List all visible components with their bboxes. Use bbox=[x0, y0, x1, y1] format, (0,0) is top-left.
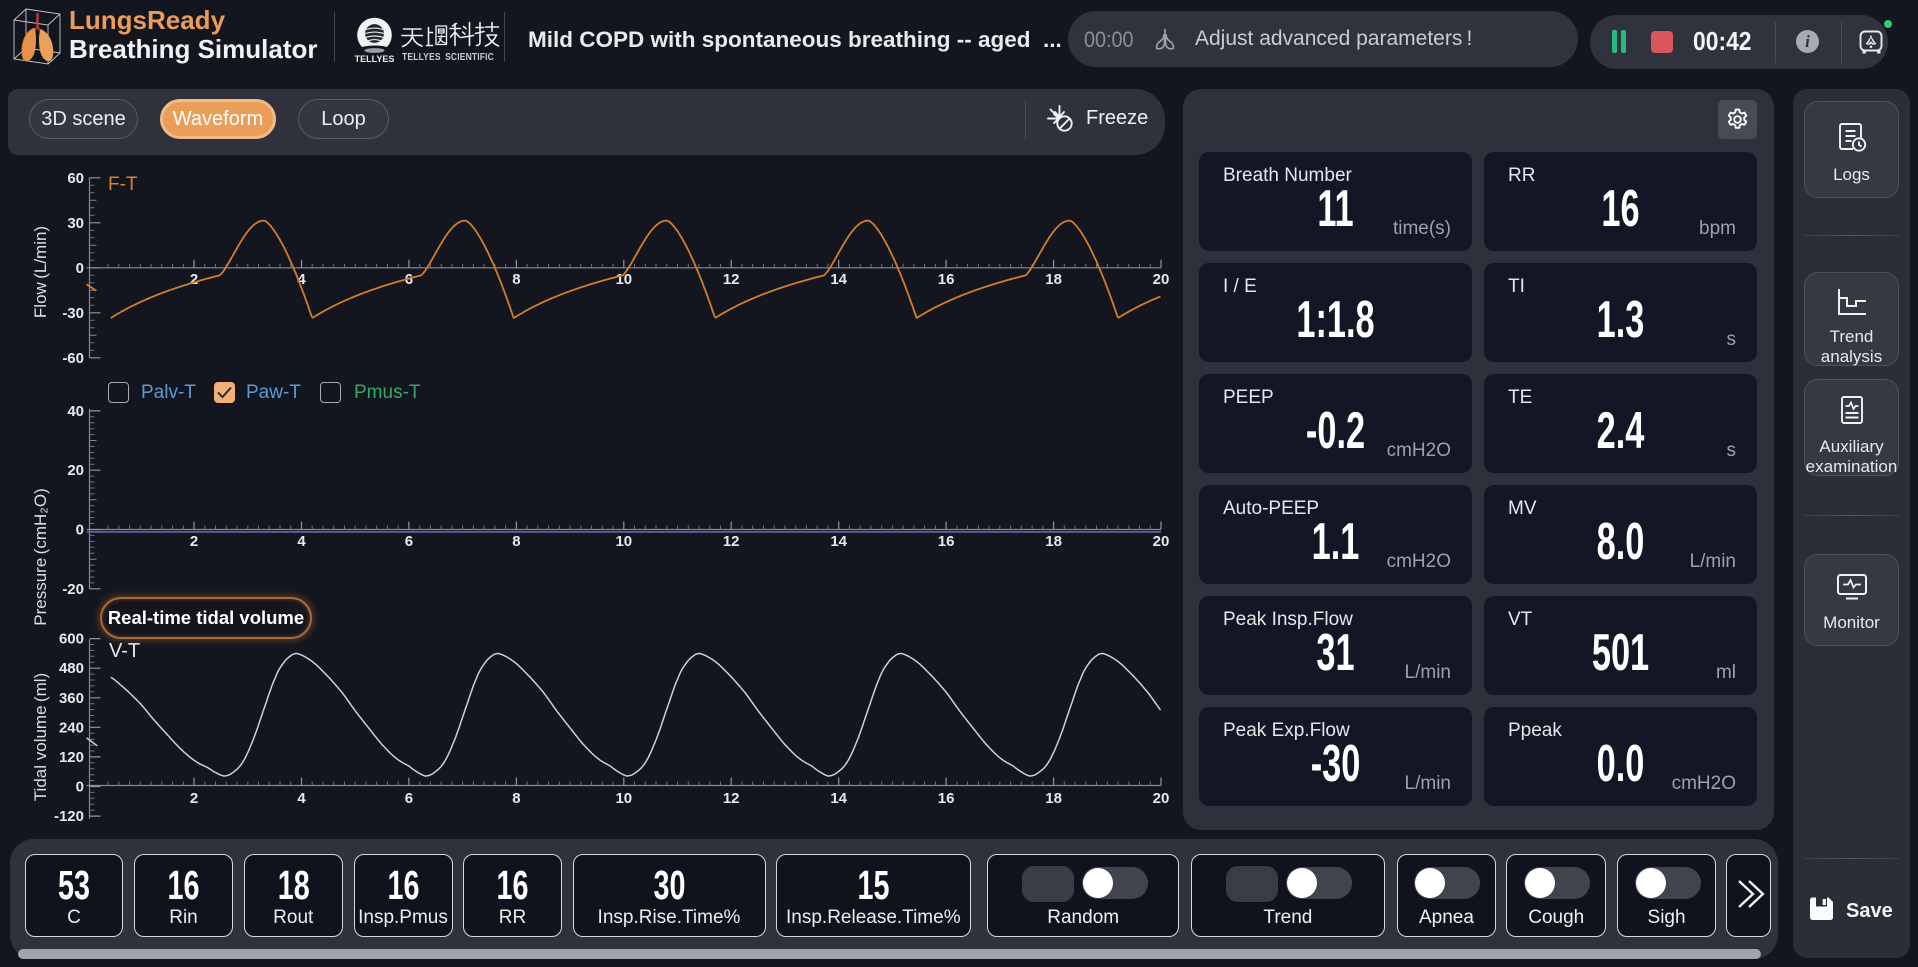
svg-text:14: 14 bbox=[830, 271, 847, 288]
svg-text:120: 120 bbox=[59, 749, 84, 766]
svg-text:60: 60 bbox=[67, 170, 84, 187]
svg-text:6: 6 bbox=[405, 533, 413, 550]
svg-text:18: 18 bbox=[1045, 271, 1062, 288]
svg-text:12: 12 bbox=[723, 533, 740, 550]
svg-text:Flow (L/min): Flow (L/min) bbox=[31, 226, 50, 318]
svg-text:4: 4 bbox=[297, 271, 306, 288]
svg-text:10: 10 bbox=[615, 533, 632, 550]
svg-text:16: 16 bbox=[938, 790, 955, 807]
svg-text:16: 16 bbox=[938, 271, 955, 288]
svg-text:Pressure (cmH₂O): Pressure (cmH₂O) bbox=[31, 488, 50, 626]
svg-text:10: 10 bbox=[615, 790, 632, 807]
svg-text:12: 12 bbox=[723, 271, 740, 288]
svg-text:2: 2 bbox=[190, 271, 198, 288]
svg-text:6: 6 bbox=[405, 790, 413, 807]
svg-text:40: 40 bbox=[67, 403, 84, 420]
svg-text:0: 0 bbox=[76, 779, 84, 796]
svg-text:2: 2 bbox=[190, 790, 198, 807]
svg-text:4: 4 bbox=[297, 790, 306, 807]
svg-text:18: 18 bbox=[1045, 533, 1062, 550]
svg-text:8: 8 bbox=[512, 790, 520, 807]
svg-text:20: 20 bbox=[1153, 271, 1170, 288]
svg-text:-60: -60 bbox=[62, 350, 84, 367]
svg-text:2: 2 bbox=[190, 533, 198, 550]
svg-text:F-T: F-T bbox=[108, 174, 138, 195]
svg-text:8: 8 bbox=[512, 271, 520, 288]
svg-text:240: 240 bbox=[59, 719, 84, 736]
svg-text:20: 20 bbox=[67, 462, 84, 479]
svg-text:20: 20 bbox=[1153, 533, 1170, 550]
svg-text:480: 480 bbox=[59, 660, 84, 677]
svg-text:20: 20 bbox=[1153, 790, 1170, 807]
svg-text:Tidal volume (ml): Tidal volume (ml) bbox=[31, 673, 50, 801]
svg-text:360: 360 bbox=[59, 690, 84, 707]
svg-text:0: 0 bbox=[76, 260, 84, 277]
svg-text:4: 4 bbox=[297, 533, 306, 550]
svg-text:-120: -120 bbox=[54, 808, 84, 825]
svg-text:-20: -20 bbox=[62, 581, 84, 598]
svg-text:TELLYES: TELLYES bbox=[355, 54, 395, 64]
svg-text:8: 8 bbox=[512, 533, 520, 550]
svg-text:6: 6 bbox=[405, 271, 413, 288]
svg-text:18: 18 bbox=[1045, 790, 1062, 807]
svg-text:600: 600 bbox=[59, 631, 84, 648]
svg-text:14: 14 bbox=[830, 790, 847, 807]
svg-text:0: 0 bbox=[76, 522, 84, 539]
svg-text:16: 16 bbox=[938, 533, 955, 550]
svg-text:V-T: V-T bbox=[109, 640, 140, 662]
svg-text:-30: -30 bbox=[62, 305, 84, 322]
svg-text:30: 30 bbox=[67, 215, 84, 232]
svg-text:12: 12 bbox=[723, 790, 740, 807]
svg-text:14: 14 bbox=[830, 533, 847, 550]
